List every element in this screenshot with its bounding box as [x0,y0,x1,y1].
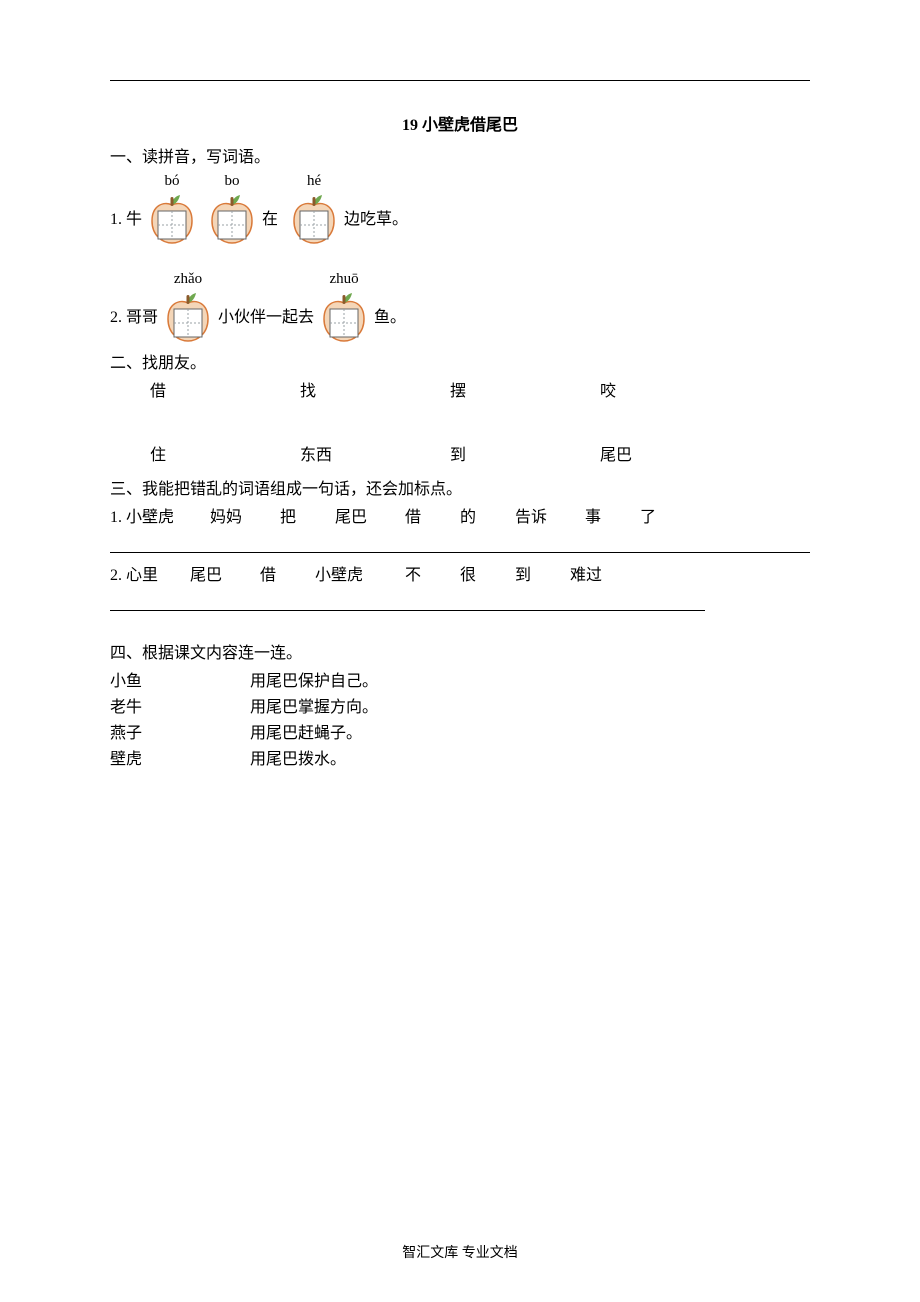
s3-q1: 1. 小壁虎 妈妈 把 尾巴 借 的 告诉 事 了 [110,503,810,527]
pinyin: bó [165,173,180,191]
s2-r1-3: 咬 [600,377,616,401]
pinyin: hé [307,173,321,191]
s3-q2: 2. 心里 尾巴 借 小壁虎 不 很 到 难过 [110,561,810,585]
w: 小壁虎 [315,561,405,585]
s1-q2-tail: 鱼。 [374,307,406,343]
s4-l: 燕子 [110,719,250,743]
s2-r1-1: 找 [300,377,450,401]
w: 了 [640,503,656,527]
w: 事 [585,503,640,527]
pinyin: zhuō [329,271,358,289]
s2-r2-2: 到 [450,441,600,465]
pinyin: zhǎo [174,271,202,289]
s1-q1-blank3: hé [288,173,340,245]
footer-text: 智汇文库 专业文档 [0,1242,920,1262]
s4-r: 用尾巴赶蝇子。 [250,719,362,743]
s1-q2-blank2: zhuō [318,271,370,343]
s4-l: 壁虎 [110,745,250,769]
w: 把 [280,503,335,527]
s1-q1-blank1: bó [146,173,198,245]
section3-heading: 三、我能把错乱的词语组成一句话，还会加标点。 [110,475,810,499]
w: 借 [405,503,460,527]
s2-r1-0: 借 [150,377,300,401]
s1-q1-blank2: bo [206,173,258,245]
section2-heading: 二、找朋友。 [110,349,810,373]
w: 很 [460,561,515,585]
apple-icon [162,291,214,343]
top-rule [110,80,810,81]
w: 1. 小壁虎 [110,503,210,527]
answer-line [110,531,810,553]
s2-r1-2: 摆 [450,377,600,401]
w: 2. 心里 [110,561,190,585]
s4-r: 用尾巴拨水。 [250,745,346,769]
s4-row: 小鱼 用尾巴保护自己。 [110,667,810,691]
w: 的 [460,503,515,527]
s2-r2-0: 住 [150,441,300,465]
s4-row: 燕子 用尾巴赶蝇子。 [110,719,810,743]
pinyin: bo [225,173,240,191]
w: 到 [515,561,570,585]
s4-l: 老牛 [110,693,250,717]
s4-r: 用尾巴掌握方向。 [250,693,378,717]
s2-r2-3: 尾巴 [600,441,632,465]
apple-icon [288,193,340,245]
s1-q1-line: 1. 牛 bó bo 在 hé 边吃草。 [110,173,810,245]
w: 妈妈 [210,503,280,527]
w: 借 [260,561,315,585]
apple-icon [318,291,370,343]
s1-q2-mid: 小伙伴一起去 [218,307,314,343]
s2-row1: 借 找 摆 咬 [110,377,810,401]
s1-q2-blank1: zhǎo [162,271,214,343]
s4-row: 壁虎 用尾巴拨水。 [110,745,810,769]
s1-q1-mid: 在 [262,209,278,245]
section4-heading: 四、根据课文内容连一连。 [110,639,810,663]
w: 不 [405,561,460,585]
s4-row: 老牛 用尾巴掌握方向。 [110,693,810,717]
w: 难过 [570,561,602,585]
section1-heading: 一、读拼音，写词语。 [110,143,810,167]
s1-q2-prefix: 2. 哥哥 [110,307,158,343]
s4-l: 小鱼 [110,667,250,691]
s1-q1-prefix: 1. 牛 [110,209,142,245]
s4-r: 用尾巴保护自己。 [250,667,378,691]
s2-row2: 住 东西 到 尾巴 [110,441,810,465]
page-title: 19 小壁虎借尾巴 [110,111,810,135]
apple-icon [146,193,198,245]
s1-q1-tail: 边吃草。 [344,209,408,245]
answer-line [110,589,705,611]
s1-q2-line: 2. 哥哥 zhǎo 小伙伴一起去 zhuō 鱼。 [110,271,810,343]
s2-r2-1: 东西 [300,441,450,465]
apple-icon [206,193,258,245]
w: 告诉 [515,503,585,527]
w: 尾巴 [335,503,405,527]
w: 尾巴 [190,561,260,585]
